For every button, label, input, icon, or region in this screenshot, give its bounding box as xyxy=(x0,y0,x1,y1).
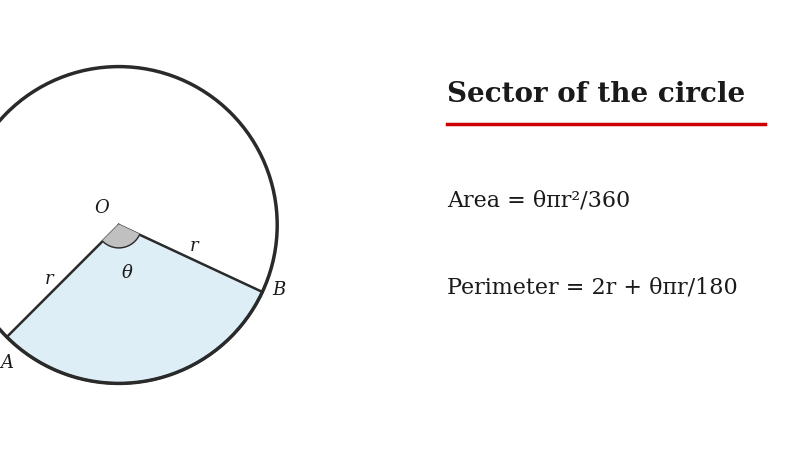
Text: A: A xyxy=(0,354,14,372)
Polygon shape xyxy=(6,225,262,383)
Text: r: r xyxy=(45,270,53,288)
Text: r: r xyxy=(190,237,198,255)
Text: Perimeter = 2r + θπr/180: Perimeter = 2r + θπr/180 xyxy=(446,277,738,299)
Text: O: O xyxy=(94,199,109,217)
Text: θ: θ xyxy=(122,264,133,282)
Text: Area = θπr²/360: Area = θπr²/360 xyxy=(446,189,630,211)
Polygon shape xyxy=(102,225,139,248)
Text: Sector of the circle: Sector of the circle xyxy=(446,81,745,108)
Text: B: B xyxy=(272,281,286,299)
